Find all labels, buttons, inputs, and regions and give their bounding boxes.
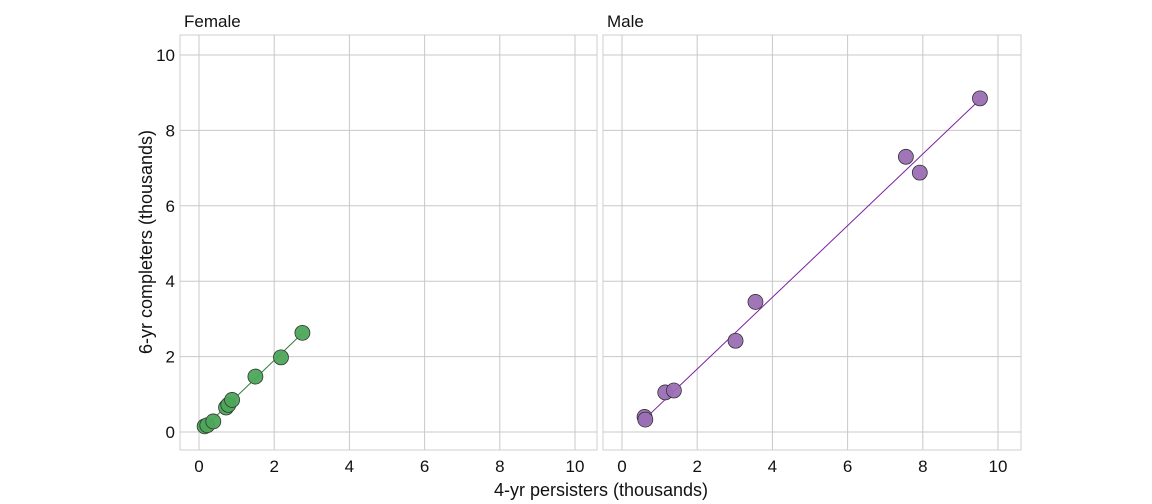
y-tick-label: 8 [166,121,175,140]
data-point [273,349,289,366]
facet-panel-female: 0 2 4 6 8 10 0 2 4 6 8 10 Female [156,12,598,476]
data-point [911,164,928,181]
x-tick-label: 8 [495,457,504,476]
facet-panel-male: 0 2 4 6 8 10 Male [602,12,1022,476]
data-point [747,294,764,310]
x-axis-title: 4-yr persisters (thousands) [494,480,708,500]
y-tick-label: 10 [156,46,175,65]
x-tick-label: 2 [692,457,701,476]
x-tick-label: 4 [768,457,777,476]
facet-title: Male [607,12,644,31]
data-point [247,368,264,385]
x-tick-label: 0 [617,457,626,476]
y-tick-label: 4 [166,272,175,291]
x-tick-label: 10 [566,457,585,476]
data-point [637,411,654,428]
data-point [972,90,988,107]
data-point [224,392,240,408]
panel-border [179,34,598,451]
x-tick-label: 8 [918,457,927,476]
panel-border [602,34,1022,451]
y-tick-label: 0 [166,423,175,442]
facet-title: Female [184,12,241,31]
x-tick-label: 4 [345,457,354,476]
x-tick-label: 0 [194,457,203,476]
x-tick-label: 10 [989,457,1008,476]
data-point [205,413,222,430]
data-point [665,382,682,399]
x-tick-label: 6 [843,457,852,476]
data-point [294,324,311,341]
y-tick-label: 6 [166,197,175,216]
data-point [897,148,914,165]
fit-line [644,99,981,420]
x-tick-label: 6 [420,457,429,476]
y-tick-label: 2 [166,348,175,367]
y-axis-title: 6-yr completers (thousands) [136,130,156,354]
data-point [727,332,744,349]
x-tick-label: 2 [269,457,278,476]
